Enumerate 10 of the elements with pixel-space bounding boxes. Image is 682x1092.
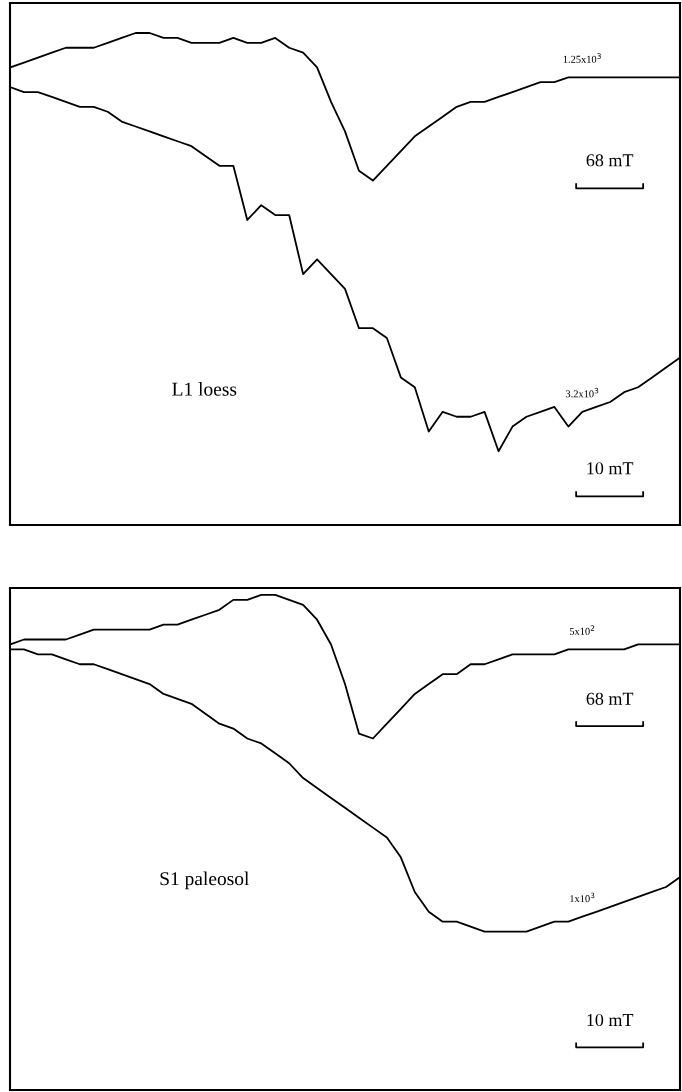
annotation: 68 mT: [586, 692, 634, 705]
series-label: 1.25x10$^{3}$: [563, 53, 601, 63]
annotation: 68 mT: [586, 154, 634, 167]
annotation: S1 paleosol: [160, 871, 250, 890]
annotation: 10 mT: [587, 462, 634, 475]
series-label: 1x10$^{3}$: [570, 892, 595, 903]
series-label: 5x10$^{2}$: [569, 625, 595, 635]
annotation: L1 loess: [172, 382, 237, 396]
series-label: 3.2x10$^{3}$: [565, 387, 599, 398]
annotation: 10 mT: [587, 1013, 634, 1027]
